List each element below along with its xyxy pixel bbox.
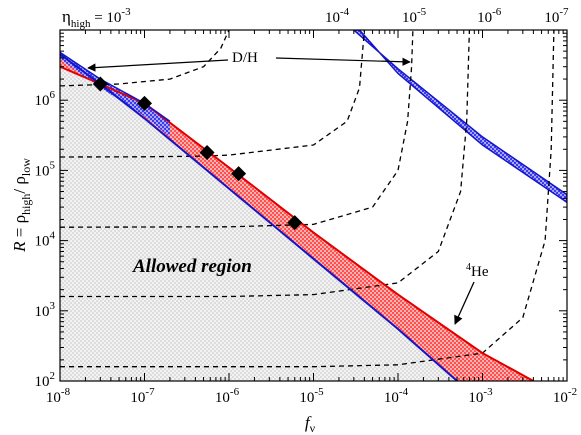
diamond-marker [199, 144, 215, 160]
he4-arrow [454, 281, 475, 325]
diamond-marker [287, 215, 303, 231]
diamond-marker [92, 76, 108, 92]
x-tick-label: 10-8 [46, 386, 71, 406]
allowed-region-label: Allowed region [132, 256, 252, 277]
eta-top-label: 10-4 [325, 6, 350, 26]
eta-top-label: 10-5 [402, 6, 427, 26]
dh-arrow-left [87, 59, 229, 72]
dh-arrow-right [275, 57, 411, 66]
he4-label: 4He [466, 262, 489, 280]
y-tick-label: 105 [35, 159, 56, 179]
x-tick-label: 10-3 [468, 386, 493, 406]
plot-area [60, 30, 567, 381]
dh-band-left-top-line [60, 51, 171, 122]
y-tick-label: 104 [35, 230, 56, 250]
diamond-marker [231, 166, 247, 182]
x-tick-label: 10-7 [130, 386, 155, 406]
x-tick-label: 10-2 [553, 386, 577, 406]
eta-curve [60, 30, 414, 228]
allowed-region-fill [60, 54, 458, 381]
y-tick-label: 106 [35, 89, 56, 109]
eta-top-label: ηhigh = 10-3 [62, 6, 131, 30]
y-tick-label: 103 [35, 300, 56, 320]
he4-constraint-band [60, 54, 534, 381]
x-tick-label: 10-6 [215, 386, 240, 406]
dh-label: D/H [232, 50, 258, 66]
eta-curve [60, 30, 471, 298]
eta-curve [60, 30, 555, 368]
dh-constraint-band-right [352, 30, 567, 204]
he4-annotation: 4He [454, 262, 489, 325]
x-tick-label: 10-5 [299, 386, 324, 406]
eta-top-label: 10-7 [544, 6, 569, 26]
y-axis-label: R = ρhigh/ ρlow [10, 158, 33, 253]
dh-annotation: D/H [87, 50, 411, 72]
eta-top-label: 10-6 [477, 6, 502, 26]
y-axis-ticks: 102 103 104 105 106 [35, 32, 567, 390]
diamond-markers [92, 76, 303, 231]
eta-top-labels: ηhigh = 10-3 10-4 10-5 10-6 10-7 [62, 6, 569, 30]
x-tick-label: 10-4 [384, 386, 409, 406]
x-axis-ticks: 10-8 10-7 10-6 10-5 10-4 10-3 10-2 [46, 30, 577, 406]
diamond-marker [137, 95, 152, 111]
eta-curve [60, 30, 366, 158]
y-tick-label: 102 [35, 370, 56, 390]
x-axis-label: fν [305, 413, 316, 435]
he4-boundary-line [60, 65, 534, 381]
